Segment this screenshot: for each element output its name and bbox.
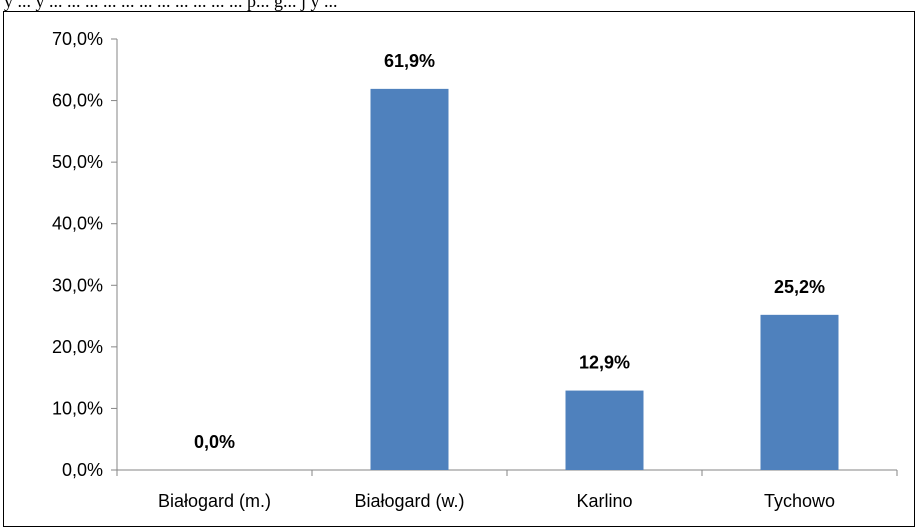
bars: [370, 88, 839, 470]
y-axis: 0,0% 10,0% 20,0% 30,0% 40,0% 50,0% 60,0% 70,0%: [52, 29, 118, 480]
bar: [370, 88, 449, 470]
x-tick-label: Karlino: [576, 491, 632, 511]
bar-value-label: 25,2%: [774, 277, 825, 297]
y-tick-label: 20,0%: [52, 337, 103, 357]
cutoff-caption-text: y ... y ... ... ... ... ... ... ... ... …: [4, 0, 338, 11]
bar: [565, 390, 644, 470]
y-tick-label: 70,0%: [52, 29, 103, 49]
y-tick-label: 40,0%: [52, 214, 103, 234]
bar-value-label: 0,0%: [194, 432, 235, 452]
bar-value-label: 61,9%: [384, 51, 435, 71]
x-tick-label: Tychowo: [764, 491, 835, 511]
y-tick-label: 60,0%: [52, 91, 103, 111]
bar: [760, 314, 839, 470]
y-tick-label: 50,0%: [52, 152, 103, 172]
y-tick-label: 10,0%: [52, 398, 103, 418]
y-tick-label: 30,0%: [52, 275, 103, 295]
x-tick-label: Białogard (w.): [354, 491, 464, 511]
x-axis: Białogard (m.) Białogard (w.) Karlino Tycho…: [116, 469, 898, 511]
y-tick-label: 0,0%: [62, 460, 103, 480]
bar-value-label: 12,9%: [579, 353, 630, 373]
data-labels: 0,0% 61,9% 12,9% 25,2%: [194, 51, 825, 452]
x-tick-label: Białogard (m.): [158, 491, 271, 511]
